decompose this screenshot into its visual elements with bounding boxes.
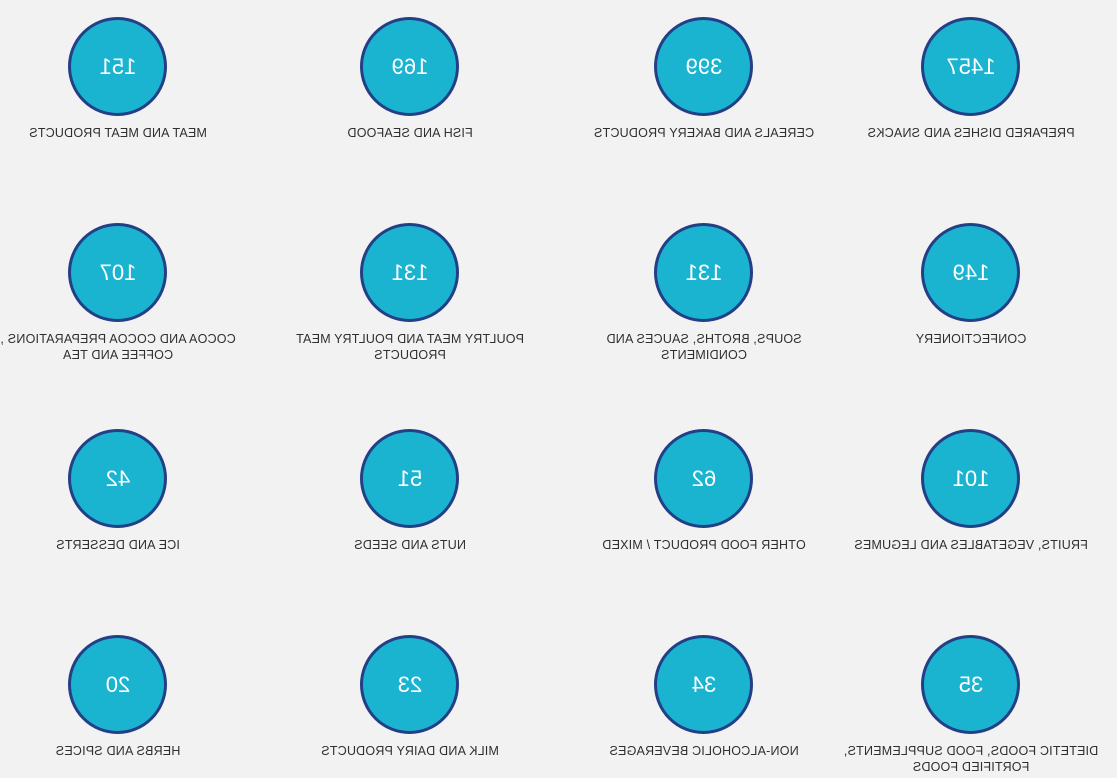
category-tile-cocoa-coffee-tea[interactable]: 107 COCOA AND COCOA PREPARATIONS , COFFE… [0, 223, 264, 363]
category-label: POULTRY MEAT AND POULTRY MEAT PRODUCTS [295, 332, 525, 362]
category-label: OTHER FOOD PRODUCT / MIXED [602, 538, 806, 552]
category-label: SOUPS, BROTHS, SAUCES AND CONDIMENTS [606, 332, 802, 362]
category-tile-milk-dairy[interactable]: 23 MILK AND DAIRY PRODUCTS [264, 635, 556, 759]
category-tile-confectionery[interactable]: 149 CONFECTIONERY [825, 223, 1117, 347]
category-label: DIETETIC FOODS, FOOD SUPPLEMENTS, FORTIF… [843, 744, 1099, 774]
category-tile-herbs-spices[interactable]: 20 HERBS AND SPICES [0, 635, 264, 759]
category-count-badge: 51 [360, 429, 460, 528]
category-count-badge: 101 [921, 429, 1021, 528]
category-count-badge: 23 [360, 635, 460, 734]
category-tile-non-alcoholic-beverages[interactable]: 34 NON-ALCOHOLIC BEVERAGES [558, 635, 850, 759]
category-tile-fruits-vegetables[interactable]: 101 FRUITS, VEGETABLES AND LEGUMES [825, 429, 1117, 553]
category-tile-cereals-bakery[interactable]: 399 CEREALS AND BAKERY PRODUCTS [558, 17, 850, 141]
category-label: PREPARED DISHES AND SNACKS [867, 126, 1075, 140]
category-label: NON-ALCOHOLIC BEVERAGES [609, 744, 799, 758]
category-count-badge: 151 [68, 17, 168, 116]
category-tile-dietetic-foods[interactable]: 35 DIETETIC FOODS, FOOD SUPPLEMENTS, FOR… [825, 635, 1117, 775]
category-tile-fish-seafood[interactable]: 169 FISH AND SEAFOOD [264, 17, 556, 141]
category-label: NUTS AND SEEDS [354, 538, 466, 552]
category-label: HERBS AND SPICES [55, 744, 181, 758]
category-tile-prepared-dishes[interactable]: 1457 PREPARED DISHES AND SNACKS [825, 17, 1117, 141]
category-label: CEREALS AND BAKERY PRODUCTS [593, 126, 815, 140]
category-tile-nuts-seeds[interactable]: 51 NUTS AND SEEDS [264, 429, 556, 553]
category-label: FRUITS, VEGETABLES AND LEGUMES [854, 538, 1088, 552]
category-count-badge: 35 [921, 635, 1021, 734]
category-tile-meat[interactable]: 151 MEAT AND MEAT PRODUCTS [0, 17, 264, 141]
category-count-badge: 20 [68, 635, 168, 734]
category-tile-ice-desserts[interactable]: 42 ICE AND DESSERTS [0, 429, 264, 553]
category-tile-poultry[interactable]: 131 POULTRY MEAT AND POULTRY MEAT PRODUC… [264, 223, 556, 363]
category-count-badge: 42 [68, 429, 168, 528]
category-label: COCOA AND COCOA PREPARATIONS , COFFEE AN… [0, 332, 236, 362]
category-count-badge: 131 [654, 223, 754, 322]
category-label: MILK AND DAIRY PRODUCTS [321, 744, 499, 758]
category-label: FISH AND SEAFOOD [347, 126, 473, 140]
category-count-badge: 107 [68, 223, 168, 322]
category-count-badge: 131 [360, 223, 460, 322]
category-count-badge: 169 [360, 17, 460, 116]
category-count-badge: 149 [921, 223, 1021, 322]
category-count-badge: 1457 [921, 17, 1021, 116]
category-tile-other-mixed[interactable]: 62 OTHER FOOD PRODUCT / MIXED [558, 429, 850, 553]
category-count-badge: 62 [654, 429, 754, 528]
category-tile-soups-sauces[interactable]: 131 SOUPS, BROTHS, SAUCES AND CONDIMENTS [558, 223, 850, 363]
category-label: CONFECTIONERY [915, 332, 1027, 346]
category-count-badge: 34 [654, 635, 754, 734]
category-label: MEAT AND MEAT PRODUCTS [29, 126, 207, 140]
category-label: ICE AND DESSERTS [56, 538, 180, 552]
category-count-badge: 399 [654, 17, 754, 116]
